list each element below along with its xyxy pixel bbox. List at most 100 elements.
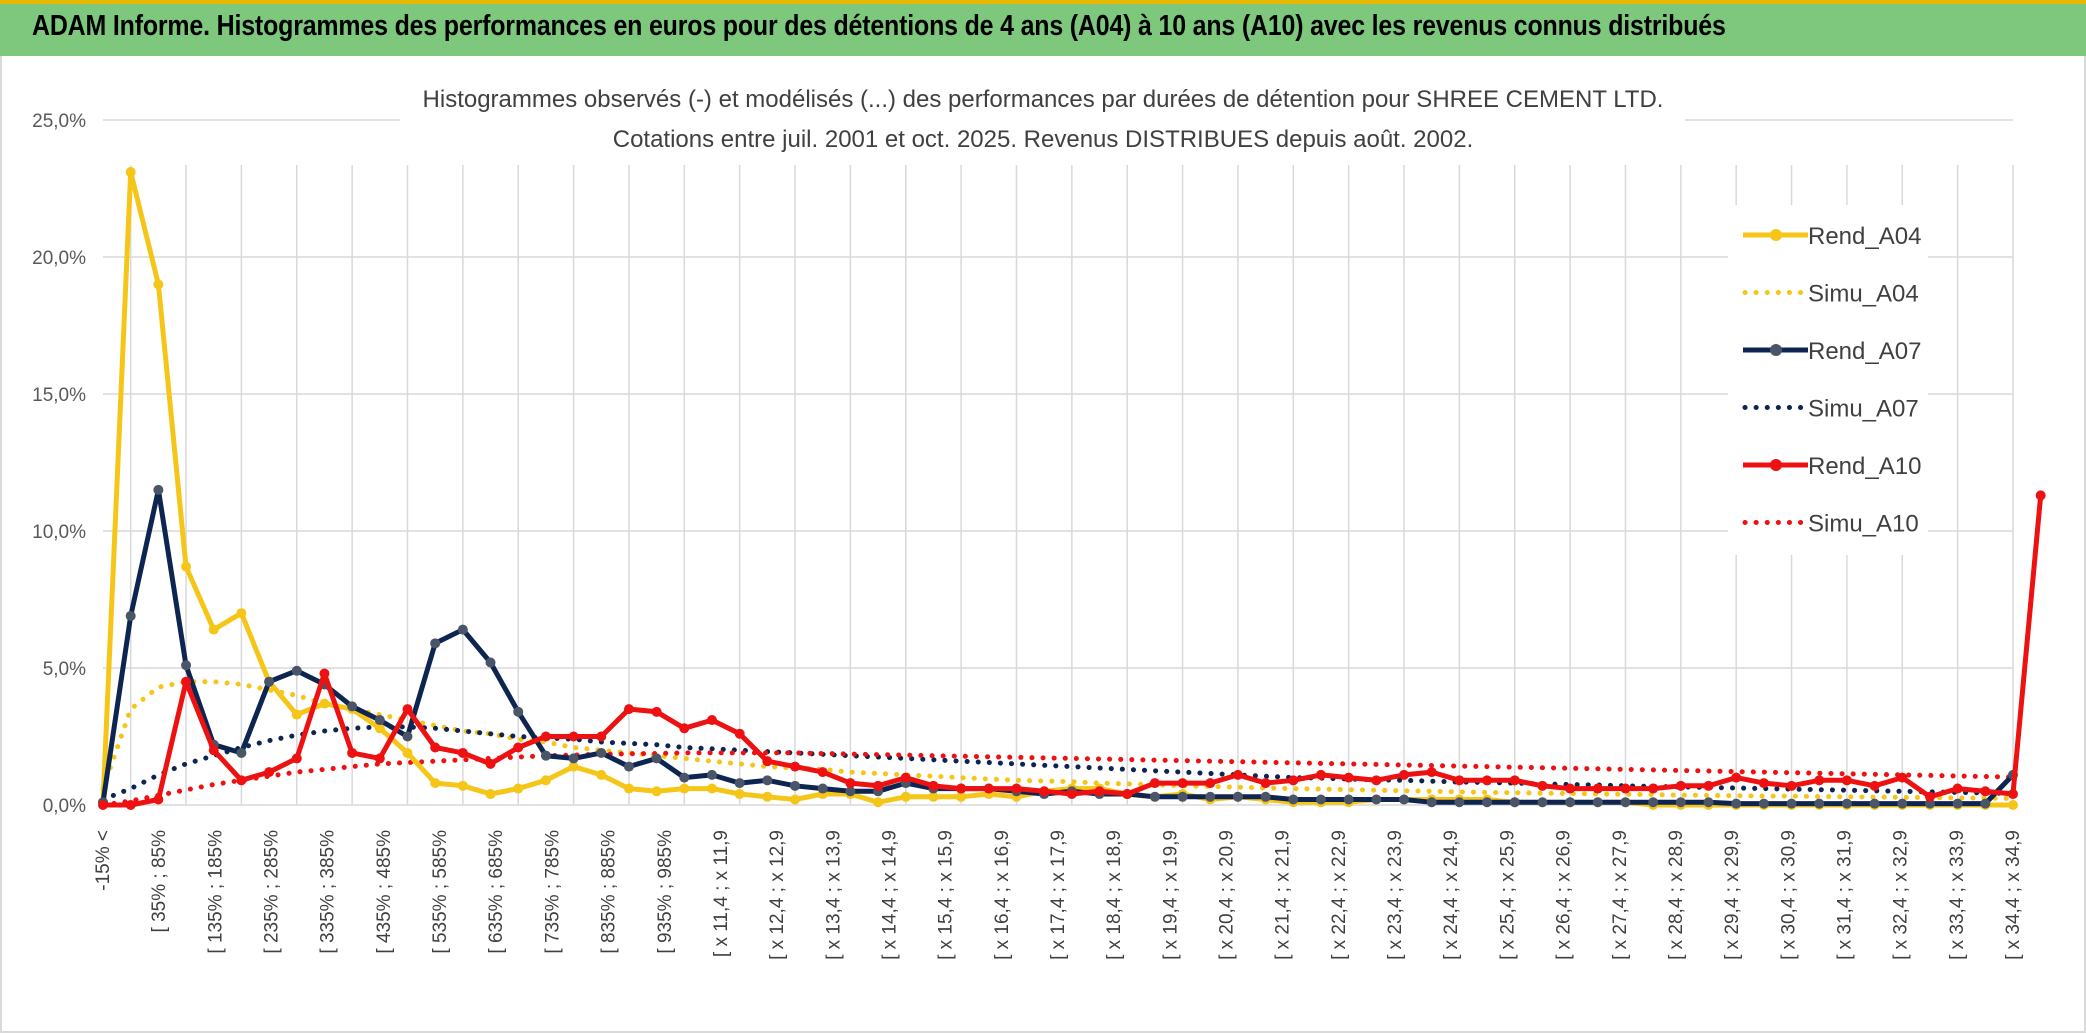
data-point — [402, 747, 413, 758]
data-point — [928, 791, 939, 802]
legend-label: Rend_A10 — [1808, 453, 1921, 480]
data-point — [1731, 798, 1742, 809]
data-point — [2008, 789, 2018, 800]
data-point — [762, 791, 773, 802]
data-point — [153, 794, 164, 805]
data-point — [1149, 778, 1160, 789]
legend-label: Simu_A07 — [1808, 396, 1919, 423]
data-point — [568, 753, 579, 764]
data-point — [1537, 780, 1548, 791]
data-point — [651, 753, 662, 764]
x-tick-label: [ x 26,4 ; x 26,9 — [1554, 830, 1575, 960]
data-point — [734, 778, 745, 789]
x-tick-label: [ x 29,4 ; x 29,9 — [1722, 830, 1743, 960]
data-point — [430, 742, 441, 753]
data-point — [568, 731, 579, 742]
data-point — [1841, 798, 1852, 809]
y-axis-ticks: 0,0% 5,0% 10,0% 15,0% 20,0% 25,0% — [32, 111, 86, 817]
chart-frame — [0, 56, 2086, 1033]
data-point — [1288, 794, 1299, 805]
data-point — [956, 791, 967, 802]
data-point — [1232, 791, 1243, 802]
data-point — [1482, 797, 1493, 808]
legend-item: Simu_A07 — [1742, 396, 1919, 423]
series-line — [100, 679, 2016, 801]
data-point — [513, 783, 524, 794]
data-point — [762, 775, 773, 786]
data-point — [181, 676, 192, 687]
data-point — [1399, 769, 1410, 780]
data-point — [873, 797, 884, 808]
x-tick-label: [ x 23,4 ; x 23,9 — [1385, 830, 1406, 960]
data-point — [2008, 800, 2018, 810]
data-point — [817, 783, 828, 794]
x-tick-label: [ 435% ; 485% — [374, 830, 395, 954]
data-point — [1565, 783, 1576, 794]
x-tick-label: [ x 14,4 ; x 14,9 — [879, 830, 900, 960]
data-point — [679, 723, 690, 734]
x-tick-label: [ 835% ; 885% — [599, 830, 620, 954]
y-tick-label: 20,0% — [32, 248, 86, 269]
y-tick-label: 10,0% — [32, 522, 86, 543]
x-tick-label: [ x 27,4 ; x 27,9 — [1610, 830, 1631, 960]
data-point — [1620, 783, 1631, 794]
data-point — [153, 279, 164, 290]
y-tick-label: 0,0% — [43, 796, 86, 817]
series-simu_a07 — [100, 724, 2016, 802]
data-point — [734, 789, 745, 800]
data-point — [125, 167, 136, 178]
data-point — [873, 780, 884, 791]
data-point — [1426, 767, 1437, 778]
data-point — [1426, 797, 1437, 808]
data-point — [1952, 783, 1963, 794]
data-point — [983, 783, 994, 794]
x-tick-label: [ 135% ; 185% — [205, 830, 226, 954]
data-point — [734, 728, 745, 739]
series-simu_a04 — [100, 679, 2016, 801]
data-point — [1648, 797, 1659, 808]
x-tick-label: [ x 20,4 ; x 20,9 — [1217, 830, 1238, 960]
data-point — [928, 780, 939, 791]
y-tick-label: 25,0% — [32, 111, 86, 132]
data-point — [1122, 789, 1133, 800]
data-point — [1924, 791, 1935, 802]
data-point — [291, 709, 302, 720]
legend-item: Simu_A04 — [1742, 281, 1919, 308]
data-point — [208, 745, 219, 756]
data-point — [623, 704, 634, 715]
y-tick-label: 5,0% — [43, 659, 86, 680]
legend-item: Rend_A07 — [1743, 338, 1921, 365]
data-point — [347, 701, 358, 712]
data-point — [236, 775, 247, 786]
data-point — [1703, 797, 1714, 808]
legend-marker — [1770, 229, 1782, 241]
data-point — [790, 794, 801, 805]
data-point — [374, 723, 385, 734]
data-point — [1897, 798, 1908, 809]
series-simu_a10 — [100, 750, 2016, 808]
data-point — [181, 561, 192, 572]
x-tick-label: [ 635% ; 685% — [486, 830, 507, 954]
x-tick-label: [ 35% ; 85% — [149, 830, 170, 933]
data-point — [1675, 797, 1686, 808]
data-point — [900, 772, 911, 783]
data-point — [568, 761, 579, 772]
legend-background — [1728, 205, 1928, 555]
data-point — [485, 789, 496, 800]
data-point — [457, 624, 468, 635]
series-line — [100, 750, 2016, 808]
x-tick-label: [ x 33,4 ; x 33,9 — [1947, 830, 1968, 960]
x-tick-label: [ x 30,4 ; x 30,9 — [1778, 830, 1799, 960]
data-point — [1315, 794, 1326, 805]
data-point — [706, 783, 717, 794]
x-tick-label: [ x 21,4 ; x 21,9 — [1273, 830, 1294, 960]
data-point — [1177, 778, 1188, 789]
x-tick-label: [ x 28,4 ; x 28,9 — [1666, 830, 1687, 960]
series-rend_a10 — [98, 490, 2046, 810]
legend-item: Rend_A04 — [1743, 223, 1921, 250]
data-point — [845, 778, 856, 789]
x-axis-ticks: -15% < [ 35% ; 85% [ 135% ; 185% [ 235% ; 2… — [93, 830, 2024, 960]
data-point — [1952, 798, 1963, 809]
x-tick-label: [ x 31,4 ; x 31,9 — [1834, 830, 1855, 960]
x-tick-label: [ x 19,4 ; x 19,9 — [1160, 830, 1181, 960]
